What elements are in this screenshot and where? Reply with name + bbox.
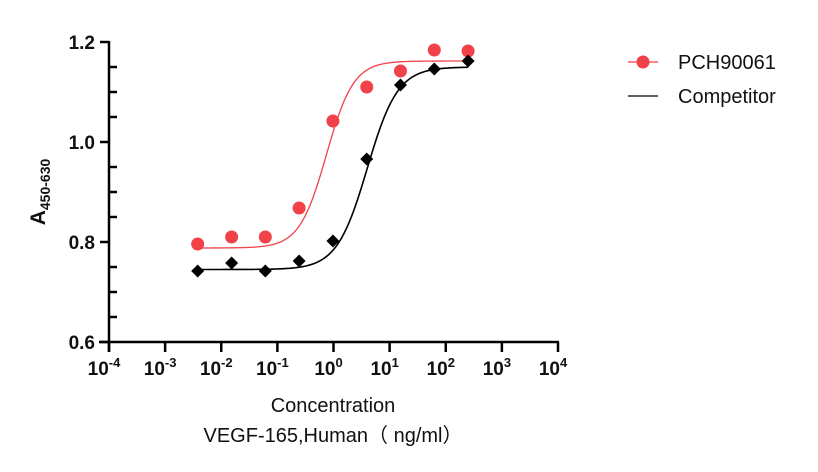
y-axis-title-subscript: 450-630 [37, 159, 53, 211]
y-tick-label: 1.2 [69, 33, 95, 54]
y-tick-label: 0.6 [69, 333, 95, 354]
data-point-pch90061 [393, 64, 407, 78]
axes: 0.6 0.8 1.0 1.2 10-4 10-3 10-2 10-1 100 101 102 103… [69, 33, 568, 380]
data-point-pch90061 [191, 237, 205, 251]
data-point-pch90061 [258, 230, 272, 244]
data-point-pch90061 [326, 114, 340, 128]
x-axis-title: Concentration [271, 395, 396, 417]
svg-text:A450-630: A450-630 [27, 159, 53, 226]
x-tick-label: 100 [314, 355, 342, 380]
legend-item-pch90061: PCH90061 [628, 52, 776, 74]
data-point-pch90061 [427, 43, 441, 57]
legend-item-competitor: Competitor [628, 86, 776, 108]
data-point-competitor [393, 78, 407, 92]
y-axis-title: A450-630 [27, 159, 53, 226]
y-tick-label: 0.8 [69, 233, 95, 254]
data-point-competitor [360, 152, 374, 166]
axis-labels: Concentration VEGF-165,Human（ ng/ml） A45… [27, 159, 462, 447]
x-tick-label: 102 [427, 355, 455, 380]
x-tick-label: 101 [370, 355, 398, 380]
x-axis-unit: VEGF-165,Human（ ng/ml） [204, 424, 463, 447]
data-points [191, 43, 475, 278]
x-tick-label: 10-2 [200, 355, 233, 380]
legend-label-pch90061: PCH90061 [678, 52, 776, 74]
x-tick-label: 10-4 [88, 355, 121, 380]
x-tick-label: 10-3 [144, 355, 177, 380]
data-point-competitor [292, 254, 306, 268]
x-tick-label: 10-1 [256, 355, 289, 380]
data-point-pch90061 [225, 230, 239, 244]
fit-curve-pch90061 [197, 60, 469, 249]
data-point-competitor [258, 264, 272, 278]
x-tick-label: 104 [539, 355, 568, 380]
y-axis-title-main: A [27, 210, 50, 225]
fit-curve-competitor [197, 66, 469, 271]
legend: PCH90061 Competitor [628, 52, 776, 108]
x-tick-label: 103 [483, 355, 511, 380]
legend-marker-pch90061 [636, 55, 650, 69]
data-point-pch90061 [461, 44, 475, 58]
data-point-pch90061 [360, 80, 374, 94]
data-point-competitor [427, 62, 441, 76]
fit-curves [197, 60, 469, 271]
data-point-pch90061 [292, 201, 306, 215]
y-tick-label: 1.0 [69, 133, 95, 154]
data-point-competitor [225, 256, 239, 270]
data-point-competitor [461, 54, 475, 68]
legend-label-competitor: Competitor [678, 86, 776, 108]
data-point-competitor [326, 234, 340, 248]
data-point-competitor [191, 264, 205, 278]
